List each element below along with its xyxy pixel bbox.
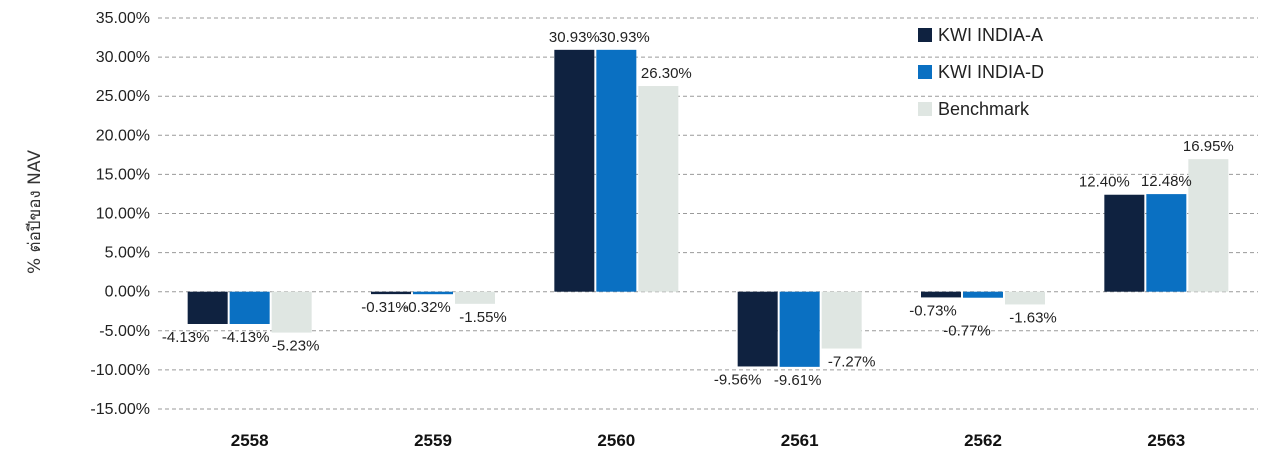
x-category-label: 2558 (231, 431, 269, 450)
legend-label: KWI INDIA-D (938, 62, 1044, 82)
data-label: 12.48% (1141, 173, 1192, 190)
legend-swatch (918, 28, 932, 42)
data-label: -0.77% (943, 323, 991, 340)
x-category-label: 2562 (964, 431, 1002, 450)
y-tick-label: 30.00% (96, 49, 150, 66)
bar-benchmark-2561 (821, 291, 862, 349)
y-tick-label: 5.00% (105, 245, 150, 262)
y-tick-label: 25.00% (96, 88, 150, 105)
bar-kwi-india-d-2562 (963, 291, 1003, 298)
y-tick-label: 0.00% (105, 284, 150, 301)
data-label: 26.30% (641, 65, 692, 82)
y-tick-label: -15.00% (90, 401, 150, 418)
legend: KWI INDIA-A KWI INDIA-D Benchmark (918, 25, 1044, 119)
legend-label: KWI INDIA-A (938, 25, 1043, 45)
bar-kwi-india-a-2562 (921, 291, 961, 298)
bar-kwi-india-d-2561 (779, 291, 820, 367)
data-label: 30.93% (549, 29, 600, 46)
bar-benchmark-2560 (638, 86, 679, 292)
bar-kwi-india-a-2558 (187, 291, 228, 324)
legend-item: KWI INDIA-A (918, 25, 1043, 45)
y-tick-label: 10.00% (96, 206, 150, 223)
data-label: 16.95% (1183, 138, 1234, 155)
y-tick-label: -10.00% (90, 362, 150, 379)
data-label: -0.73% (909, 302, 957, 319)
legend-label: Benchmark (938, 99, 1030, 119)
x-category-label: 2559 (414, 431, 452, 450)
bar-benchmark-2562 (1005, 291, 1045, 305)
data-label: -7.27% (828, 354, 876, 371)
data-label: -5.23% (272, 338, 320, 355)
y-tick-label: 15.00% (96, 166, 150, 183)
bar-kwi-india-a-2559 (371, 291, 411, 295)
x-category-label: 2563 (1147, 431, 1185, 450)
bar-kwi-india-a-2560 (554, 49, 595, 292)
grid-lines (158, 17, 1258, 410)
y-axis-ticks: 35.00% 30.00% 25.00% 20.00% 15.00% 10.00% 5.00… (90, 10, 150, 418)
legend-swatch (918, 65, 932, 79)
x-axis-categories: 2558 2559 2560 2561 2562 2563 (231, 431, 1185, 450)
bar-benchmark-2559 (455, 291, 495, 304)
legend-item: KWI INDIA-D (918, 62, 1044, 82)
data-label: -1.63% (1009, 309, 1057, 326)
legend-item: Benchmark (918, 99, 1030, 119)
x-category-label: 2560 (597, 431, 635, 450)
data-label: -4.13% (222, 329, 270, 346)
bar-kwi-india-d-2560 (596, 49, 637, 292)
y-tick-label: 35.00% (96, 10, 150, 27)
bar-kwi-india-a-2561 (737, 291, 778, 367)
data-label: -0.32% (403, 299, 451, 316)
data-label: 12.40% (1079, 174, 1130, 191)
data-label: -9.56% (714, 371, 762, 388)
bar-kwi-india-d-2563 (1146, 194, 1187, 292)
bar-kwi-india-d-2558 (229, 291, 270, 324)
bar-kwi-india-a-2563 (1104, 194, 1145, 292)
bar-benchmark-2563 (1188, 159, 1229, 292)
bar-kwi-india-d-2559 (413, 291, 453, 295)
bars (187, 49, 1229, 367)
y-tick-label: -5.00% (99, 323, 150, 340)
bar-benchmark-2558 (271, 291, 312, 333)
data-label: -0.31% (361, 299, 409, 316)
legend-swatch (918, 102, 932, 116)
data-labels: -4.13% -4.13%-5.23%-0.31%-0.32%-1.55%30.9… (162, 29, 1234, 389)
x-category-label: 2561 (781, 431, 819, 450)
data-label: -9.61% (774, 372, 822, 389)
y-tick-label: 20.00% (96, 127, 150, 144)
data-label: -4.13% (162, 329, 210, 346)
data-label: 30.93% (599, 29, 650, 46)
y-axis-label: % ต่อปีของ NAV (25, 150, 45, 274)
data-label: -1.55% (459, 309, 507, 326)
